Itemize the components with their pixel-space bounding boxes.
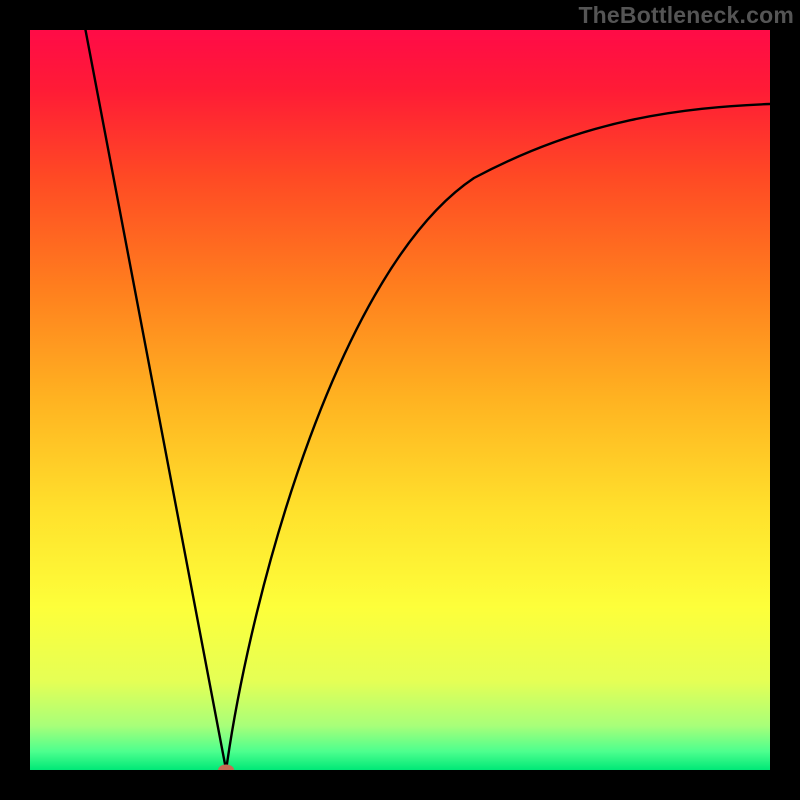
- gradient-background: [30, 30, 770, 770]
- chart-container: TheBottleneck.com: [0, 0, 800, 800]
- plot-area: [30, 30, 770, 770]
- watermark-text: TheBottleneck.com: [578, 2, 794, 29]
- bottleneck-chart: [30, 30, 770, 770]
